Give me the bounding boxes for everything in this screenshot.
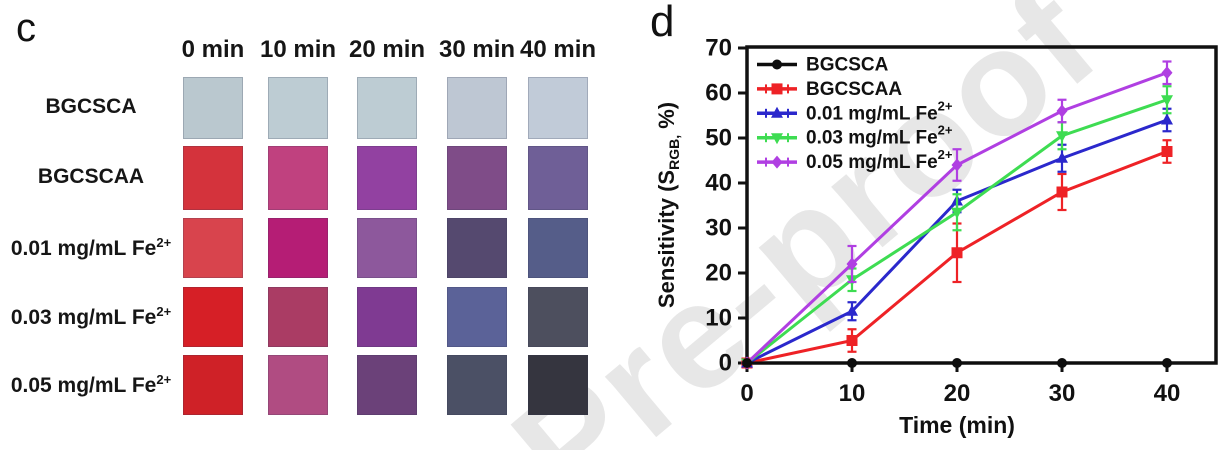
y-tick-label-0: 0 xyxy=(719,350,732,377)
swatch-row3-col0 xyxy=(183,287,243,347)
x-tick-label-4: 40 xyxy=(1154,380,1181,407)
legend-entry-2: 0.01 mg/mL Fe2+ xyxy=(757,98,953,124)
time-header-4: 40 min xyxy=(519,36,597,63)
y-tick-label-1: 10 xyxy=(705,305,732,332)
y-axis-title: Sensitivity (SRGB, %) xyxy=(654,102,682,308)
time-header-1: 10 min xyxy=(259,36,337,63)
row-label-3: 0.03 mg/mL Fe2+ xyxy=(10,304,172,329)
swatch-row3-col1 xyxy=(268,287,328,347)
x-tick-label-3: 30 xyxy=(1049,380,1076,407)
svg-text:0.03 mg/mL Fe2+: 0.03 mg/mL Fe2+ xyxy=(806,122,953,148)
row-label-2: 0.01 mg/mL Fe2+ xyxy=(10,235,172,260)
x-axis-title: Time (min) xyxy=(899,412,1015,438)
swatch-row0-col4 xyxy=(528,77,588,139)
svg-text:BGCSCAA: BGCSCAA xyxy=(806,78,902,99)
legend-entry-1: BGCSCAA xyxy=(757,78,902,99)
swatch-row2-col2 xyxy=(357,218,417,278)
svg-text:0.01 mg/mL Fe2+: 0.01 mg/mL Fe2+ xyxy=(806,98,953,124)
swatch-row0-col0 xyxy=(183,77,243,139)
legend-entry-3: 0.03 mg/mL Fe2+ xyxy=(757,122,953,148)
panel-c-label: c xyxy=(16,6,36,50)
y-tick-label-5: 50 xyxy=(705,125,732,152)
x-tick-label-0: 0 xyxy=(740,380,753,407)
sensitivity-chart: 0 10 20 30 40 0 10 20 30 40 50 60 70 Time (min) Sensit… xyxy=(654,35,1218,438)
y-tick-label-7: 70 xyxy=(705,35,732,62)
swatch-row2-col4 xyxy=(528,218,588,278)
swatch-row1-col2 xyxy=(357,146,417,210)
y-tick-label-6: 60 xyxy=(705,80,732,107)
swatch-row0-col2 xyxy=(357,77,417,139)
svg-text:0.05 mg/mL Fe2+: 0.05 mg/mL Fe2+ xyxy=(806,147,953,173)
time-header-0: 0 min xyxy=(181,36,245,63)
swatch-row4-col2 xyxy=(357,355,417,415)
swatch-row0-col3 xyxy=(447,77,507,139)
svg-text:BGCSCA: BGCSCA xyxy=(806,54,889,75)
swatch-row1-col3 xyxy=(447,146,507,210)
y-tick-label-3: 30 xyxy=(705,215,732,242)
swatch-row2-col0 xyxy=(183,218,243,278)
swatch-row2-col3 xyxy=(447,218,507,278)
swatch-row1-col1 xyxy=(268,146,328,210)
y-tick-label-2: 20 xyxy=(705,260,732,287)
row-label-4: 0.05 mg/mL Fe2+ xyxy=(10,372,172,397)
swatch-row4-col1 xyxy=(268,355,328,415)
swatch-row4-col4 xyxy=(528,355,588,415)
swatch-row3-col2 xyxy=(357,287,417,347)
swatch-row1-col4 xyxy=(528,146,588,210)
swatch-row4-col0 xyxy=(183,355,243,415)
swatch-row3-col4 xyxy=(528,287,588,347)
swatch-row2-col1 xyxy=(268,218,328,278)
panel-d-label: d xyxy=(650,0,675,46)
legend-entry-0: BGCSCA xyxy=(757,54,889,75)
y-tick-label-4: 40 xyxy=(705,170,732,197)
time-header-3: 30 min xyxy=(438,36,516,63)
series-0 xyxy=(742,358,1172,368)
swatch-row3-col3 xyxy=(447,287,507,347)
time-header-2: 20 min xyxy=(348,36,426,63)
legend-entry-4: 0.05 mg/mL Fe2+ xyxy=(757,147,953,173)
x-tick-label-2: 20 xyxy=(944,380,971,407)
row-label-0: BGCSCA xyxy=(45,95,137,118)
series-1 xyxy=(741,139,1173,369)
swatch-row0-col1 xyxy=(268,77,328,139)
row-label-1: BGCSCAA xyxy=(37,165,145,188)
swatch-row1-col0 xyxy=(183,146,243,210)
swatch-row4-col3 xyxy=(447,355,507,415)
x-tick-label-1: 10 xyxy=(839,380,866,407)
